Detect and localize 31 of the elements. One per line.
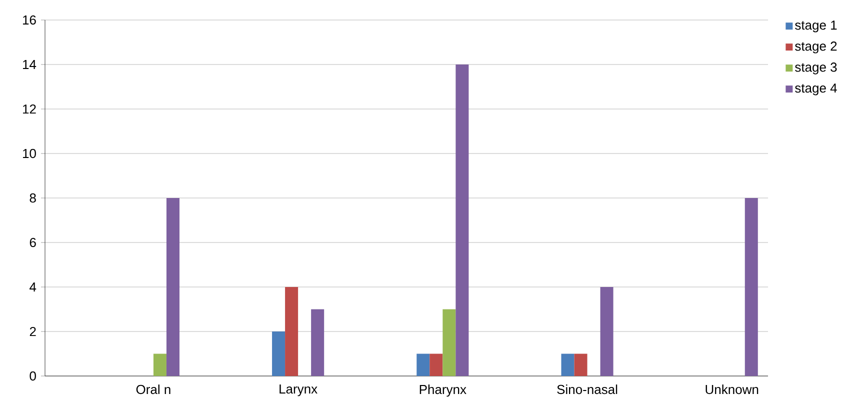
bar [600,287,614,376]
legend-label: stage 4 [795,84,837,96]
y-tick-label: 16 [23,15,36,25]
legend-label: stage 2 [795,42,837,54]
legend-label: stage 1 [795,20,837,32]
legend-label: stage 3 [795,62,837,74]
x-tick-label: Larynx [280,384,318,396]
y-tick-label: 12 [23,104,36,114]
bar [285,287,298,376]
y-tick-label: 10 [23,148,36,158]
bar [442,309,456,376]
bar [744,198,758,376]
y-tick-label: 2 [30,326,36,336]
y-tick-label: 4 [30,282,36,292]
bar [574,354,588,376]
y-tick-label: 14 [23,60,36,69]
bar [416,354,430,376]
bar [272,332,286,376]
x-tick-label: Sino-nasal [557,384,618,394]
x-tick-label: Oral n [136,384,170,394]
bar [166,198,180,376]
bar [311,309,324,376]
x-tick-label: Pharynx [420,384,466,397]
y-tick-label: 6 [30,238,36,248]
bar [456,64,469,376]
y-tick-label: 8 [30,193,36,203]
bar [561,354,574,376]
x-tick-label: Unknown [706,384,758,394]
bar [430,354,443,376]
bar [153,354,166,376]
y-tick-label: 0 [30,371,36,381]
